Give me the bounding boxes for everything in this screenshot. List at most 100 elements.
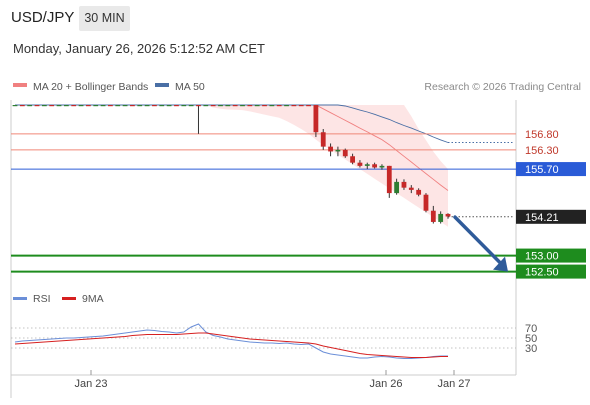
candle-body [159,105,165,107]
candle-body [408,187,414,190]
candle-body [144,105,150,107]
candle-body [41,105,47,107]
candle-body [85,105,91,107]
chart-area: MA 20 + Bollinger Bands MA 50 Research ©… [0,70,590,400]
candle-body [298,105,304,107]
timeframe-button[interactable]: 30 MIN [79,6,130,31]
candle-body [276,105,282,107]
x-axis: Jan 23 Jan 26 Jan 27 [11,370,516,390]
price-legend: MA 20 + Bollinger Bands MA 50 Research ©… [13,81,581,93]
candle-body [438,213,444,222]
last-price-tag [516,209,586,224]
candle-body [152,105,157,107]
rsi-tick-70: 70 [525,323,537,335]
candle-body [401,181,407,188]
symbol-label: USD/JPY [11,9,75,26]
candle-body [174,105,179,107]
candle-body [203,105,209,107]
candle-body [34,105,40,107]
candle-body [130,105,135,107]
candle-body [56,105,62,107]
candle-body [225,105,231,107]
candle-body [181,105,187,107]
rsi-series-9ma [14,332,448,358]
level-tag-152-50 [516,264,586,279]
rsi-tick-30: 30 [525,343,537,355]
candle-body [284,105,289,107]
timestamp-label: Monday, January 26, 2026 5:12:52 AM CET [13,41,265,56]
candle-body [108,105,113,107]
candle-body [372,164,378,168]
candle-body [254,105,260,107]
candle-body [232,105,238,107]
rsi-tick-50: 50 [525,333,537,345]
level-label-153-00: 153.00 [525,251,559,263]
candle-body [320,132,326,147]
x-tick-label: Jan 23 [74,378,107,390]
candle-body [306,105,311,107]
level-label-156-30: 156.30 [525,145,559,157]
rsi-legend-label: RSI [33,293,51,305]
copyright-label: Research © 2026 Trading Central [424,81,581,93]
candle-body [78,105,84,107]
level-lines-layer [11,133,516,273]
candle-body [262,105,267,107]
candle-body [27,105,33,107]
candle-body [445,213,451,217]
candle-body [379,165,385,168]
x-tick-label: Jan 26 [369,378,402,390]
candle-body [357,162,363,166]
level-tag-153-00 [516,248,586,263]
forecast-layer [453,215,508,272]
candle-body [342,149,348,157]
candle-body [313,105,319,133]
candles-layer [12,105,451,224]
candle-body [210,105,216,107]
candle-body [423,194,429,211]
ma50-legend-swatch [155,83,169,87]
candle-body [218,105,223,107]
candle-body [416,189,422,195]
ma50-legend-label: MA 50 [175,81,205,93]
candle-body [394,181,400,194]
rsi-ma-legend-swatch [62,297,76,300]
bollinger-legend-swatch [13,83,27,87]
bollinger-band-fill [15,105,448,227]
candle-body [166,105,172,107]
candle-body [115,105,121,107]
candle-body [350,156,355,163]
price-chart[interactable]: MA 20 + Bollinger Bands MA 50 Research ©… [0,70,590,400]
candle-body [364,164,370,166]
level-label-156-80: 156.80 [525,129,559,141]
candle-body [49,105,55,107]
level-labels-layer: 156.80 156.30 155.70 153.00 152.50 154.21 [516,129,586,279]
rsi-ma-legend-label: 9MA [82,293,104,305]
rsi-series-rsi [14,323,448,359]
candle-body [19,105,25,107]
candle-body [269,105,275,107]
level-label-155-70: 155.70 [525,164,559,176]
last-price-label: 154.21 [525,212,559,224]
candle-body [386,165,392,194]
candle-body [12,105,18,107]
candle-body [196,105,201,107]
candle-body [100,105,106,107]
candle-body [291,105,297,107]
level-label-152-50: 152.50 [525,267,559,279]
candle-body [122,105,128,107]
forecast-arrow-head [493,256,508,272]
bollinger-legend-label: MA 20 + Bollinger Bands [33,81,148,93]
bollinger-band-layer [15,104,514,227]
rsi-legend-swatch [13,297,27,300]
candle-body [137,105,143,107]
candle-body [71,105,77,107]
axes-frame [10,100,517,398]
rsi-legend: RSI 9MA [13,293,104,305]
candle-body [188,105,194,107]
candle-body [328,146,333,152]
x-tick-label: Jan 27 [437,378,470,390]
candle-body [240,105,245,107]
candle-body [63,105,69,107]
candle-body [247,105,253,107]
candle-body [93,105,99,107]
